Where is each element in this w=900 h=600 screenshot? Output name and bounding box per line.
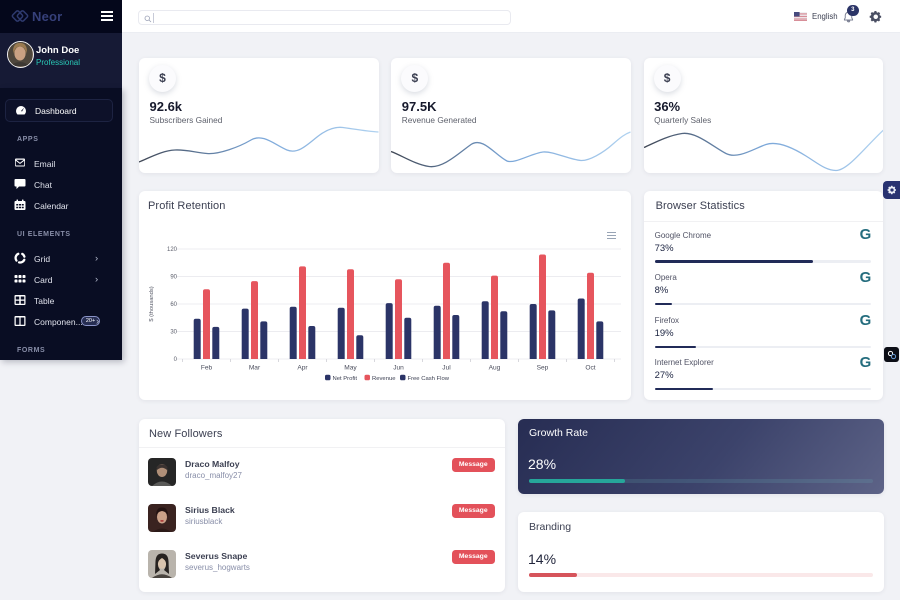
svg-text:Jun: Jun [393, 364, 404, 371]
svg-text:Revenue: Revenue [372, 375, 396, 381]
svg-text:90: 90 [170, 274, 177, 280]
svg-text:0: 0 [174, 356, 178, 362]
svg-text:Jul: Jul [442, 364, 451, 371]
svg-text:Free Cash Flow: Free Cash Flow [407, 375, 449, 381]
svg-text:60: 60 [170, 301, 177, 307]
svg-text:$ (thousands): $ (thousands) [149, 286, 155, 321]
svg-text:Sep: Sep [537, 364, 549, 371]
svg-text:120: 120 [167, 247, 178, 253]
svg-text:30: 30 [170, 329, 177, 335]
svg-text:Net Profit: Net Profit [332, 375, 357, 381]
svg-text:May: May [344, 364, 357, 371]
svg-text:Feb: Feb [201, 364, 213, 371]
svg-text:Aug: Aug [489, 364, 501, 371]
svg-text:Mar: Mar [249, 364, 261, 371]
svg-text:Apr: Apr [297, 364, 308, 371]
svg-text:Oct: Oct [585, 364, 595, 371]
